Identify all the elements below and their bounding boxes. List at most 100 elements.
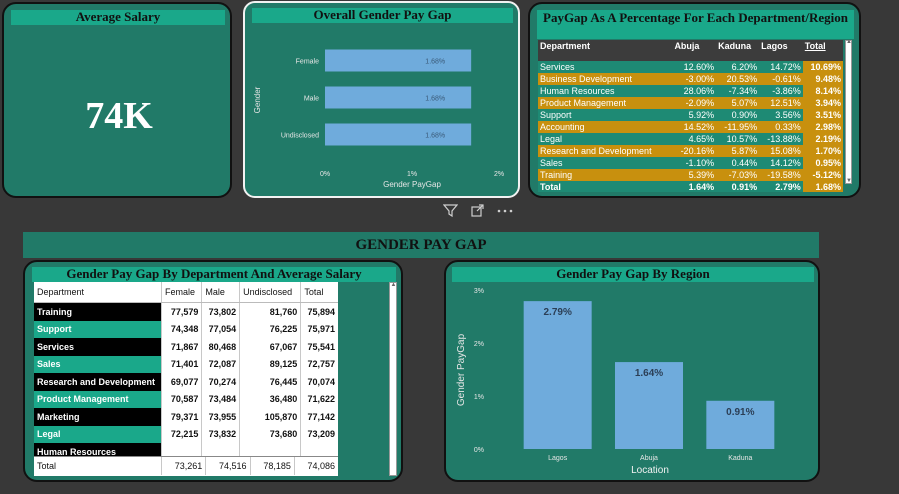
table-row[interactable]: Product Management 70,587 73,484 36,480 71,6… [34,390,338,408]
bar[interactable] [706,400,775,449]
scroll-up-arrow[interactable]: ▲ [846,39,852,45]
undisclosed-cell: 76,225 [239,320,301,338]
total-cell: 8.14% [802,85,843,97]
lagos-cell: 14.72% [770,62,801,72]
dept-cell: Services [540,62,575,72]
abuja-cell: 5.92% [688,110,715,120]
paygap-table-scrollbar[interactable]: ▲ ▼ [845,39,852,184]
kaduna-cell: 5.87% [731,146,758,156]
y-axis-title: Gender PayGap [456,333,467,406]
table-row[interactable]: Legal 4.65% 10.57% -13.88% 2.19% [538,133,843,145]
paygap-department-region-card: PayGap As A Percentage For Each Departme… [528,2,861,198]
kaduna-cell: 0.90% [731,110,758,120]
col-header-kaduna[interactable]: Kaduna [718,41,752,51]
scroll-down-arrow[interactable]: ▼ [846,178,852,184]
lagos-cell: -13.88% [767,134,801,144]
paygap-table: Department Abuja Kaduna Lagos Total Serv… [538,40,843,192]
dept-salary-table-scrollbar[interactable]: ▲ [389,282,397,476]
total-cell: -5.12% [802,169,843,181]
male-cell: 73,484 [201,390,240,408]
total-cell: 2.98% [802,121,843,133]
table-row[interactable]: Sales -1.10% 0.44% 14.12% 0.95% [538,157,843,169]
table-header-row: Department Female Male Undisclosed Total [34,282,338,303]
lagos-cell: -3.86% [772,86,801,96]
abuja-cell: -20.16% [680,146,715,156]
more-options-icon[interactable] [496,203,514,218]
focus-mode-icon[interactable] [470,203,485,218]
table-row[interactable]: Services 71,867 80,468 67,067 75,541 [34,338,338,356]
section-title: GENDER PAY GAP [23,232,819,258]
abuja-cell: -1.10% [685,158,715,168]
x-tick-label: 1% [407,171,417,178]
col-header-total[interactable]: Total [804,41,826,51]
undisclosed-cell: 105,870 [239,408,301,426]
kaduna-cell: 20.53% [726,74,758,84]
dept-cell: Research and Development [540,146,652,156]
average-salary-title: Average Salary [11,10,225,25]
y-tick-label: 3% [474,288,484,295]
dept-salary-title: Gender Pay Gap By Department And Average… [32,267,396,282]
table-row[interactable]: Product Management -2.09% 5.07% 12.51% 3.94% [538,97,843,109]
table-row[interactable]: Support 5.92% 0.90% 3.56% 3.51% [538,109,843,121]
undisclosed-cell: 89,125 [239,355,301,373]
table-row[interactable]: Research and Development -20.16% 5.87% 15.0… [538,145,843,157]
bar[interactable] [325,86,472,109]
total-cell: 1.70% [802,145,843,157]
filter-icon[interactable] [443,203,458,218]
male-cell: 70,274 [201,373,240,391]
bar[interactable] [523,301,592,449]
female-cell: 71,401 [160,355,202,373]
col-header-abuja[interactable]: Abuja [674,41,700,51]
bar[interactable] [325,123,472,146]
col-header-department[interactable]: Department [540,41,591,51]
table-row[interactable]: Legal 72,215 73,832 73,680 73,209 [34,425,338,443]
dept-cell: Sales [34,355,162,373]
bar[interactable] [615,362,683,449]
col-header-total[interactable]: Total [300,282,338,303]
female-cell: 69,077 [160,373,202,391]
total-abuja: 1.64% [688,182,715,192]
dept-cell: Services [34,338,162,356]
paygap-table-container: Department Abuja Kaduna Lagos Total Serv… [538,40,843,192]
dept-cell: Business Development [540,74,633,84]
table-row[interactable]: Support 74,348 77,054 76,225 75,971 [34,320,338,338]
x-tick-label: 0% [320,171,330,178]
col-header-female[interactable]: Female [160,282,202,303]
total-cell: 3.51% [802,109,843,121]
abuja-cell: 12.60% [683,62,715,72]
col-header-undisclosed[interactable]: Undisclosed [239,282,301,303]
male-cell: 73,802 [201,302,240,321]
scroll-up-arrow[interactable]: ▲ [390,282,397,288]
lagos-cell: 14.12% [770,158,801,168]
table-row[interactable]: Human Resources 28.06% -7.34% -3.86% 8.14% [538,85,843,97]
undisclosed-cell: 67,067 [239,338,301,356]
abuja-cell: -3.00% [685,74,715,84]
kaduna-cell: 0.44% [731,158,758,168]
total-cell: 3.94% [802,97,843,109]
table-row[interactable]: Training 77,579 73,802 81,760 75,894 [34,302,338,321]
bar[interactable] [325,49,472,72]
table-row[interactable]: Marketing 79,371 73,955 105,870 77,142 [34,408,338,426]
table-row[interactable]: Services 12.60% 6.20% 14.72% 10.69% [538,61,843,73]
col-header-lagos[interactable]: Lagos [761,41,788,51]
dept-cell: Accounting [540,122,585,132]
y-tick-label: 0% [474,447,484,454]
x-tick-label: 2% [494,171,504,178]
dept-cell: Legal [540,134,563,144]
dept-cell: Training [540,170,573,180]
table-row[interactable]: Accounting 14.52% -11.95% 0.33% 2.98% [538,121,843,133]
table-row[interactable]: Training 5.39% -7.03% -19.58% -5.12% [538,169,843,181]
kaduna-cell: 6.20% [731,62,758,72]
table-row[interactable]: Business Development -3.00% 20.53% -0.61% 9.… [538,73,843,85]
col-header-male[interactable]: Male [201,282,240,303]
table-row[interactable]: Research and Development 69,077 70,274 76,4… [34,373,338,391]
undisclosed-cell: 36,480 [239,390,301,408]
total-total: 74,086 [293,456,338,475]
col-header-department[interactable]: Department [34,282,162,303]
dept-cell: Support [540,110,572,120]
overall-gap-chart: Gender Female 1.68% Male 1.68% Undisclosed 1.… [253,49,504,189]
overall-gender-pay-gap-card[interactable]: Overall Gender Pay Gap Gender Female 1.68… [243,1,520,198]
table-row[interactable]: Sales 71,401 72,087 89,125 72,757 [34,355,338,373]
total-kaduna: 0.91% [731,182,758,192]
dept-cell: Product Management [34,390,162,408]
